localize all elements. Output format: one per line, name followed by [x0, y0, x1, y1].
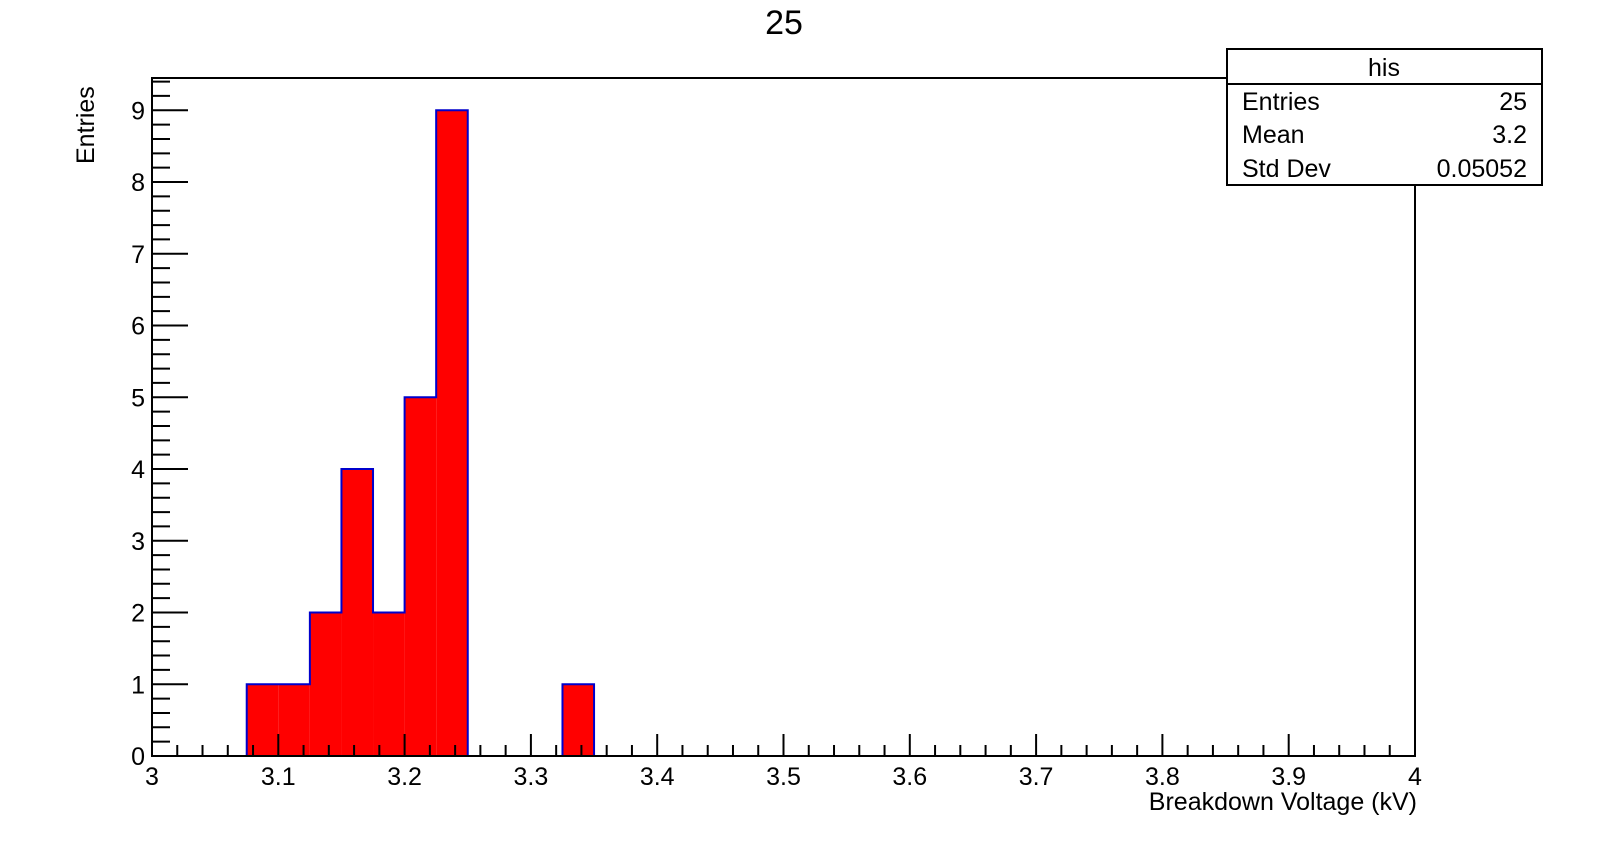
- y-tick-label: 5: [131, 384, 145, 412]
- y-tick-label: 6: [131, 313, 145, 341]
- y-tick-label: 7: [131, 241, 145, 269]
- stats-box-title: his: [1368, 54, 1400, 82]
- histogram-bar-3: [341, 469, 374, 756]
- stats-entries-label: Entries: [1242, 88, 1320, 116]
- x-tick-label: 3.5: [766, 763, 801, 791]
- x-tick-label: 4: [1408, 763, 1422, 791]
- y-tick-label: 9: [131, 97, 145, 125]
- x-tick-label: 3.7: [1019, 763, 1054, 791]
- histogram-bar-6: [436, 110, 468, 757]
- x-tick-label: 3.3: [514, 763, 549, 791]
- y-tick-label: 0: [131, 743, 145, 771]
- stats-stddev-label: Std Dev: [1242, 155, 1331, 183]
- y-tick-label: 8: [131, 169, 145, 197]
- x-axis: 3 3.1 3.2 3.3 3.4 3.5 3.6 3.7 3.8 3.9 4: [145, 734, 1422, 791]
- x-tick-label: 3.6: [892, 763, 927, 791]
- y-tick-label: 4: [131, 456, 145, 484]
- y-axis-label: Entries: [72, 86, 100, 164]
- y-axis: 0 1 2 3 4 5 6 7 8 9: [131, 80, 188, 771]
- stats-mean-value: 3.2: [1492, 121, 1527, 149]
- x-tick-label: 3.1: [261, 763, 296, 791]
- x-tick-label: 3.8: [1145, 763, 1180, 791]
- chart-title: 25: [765, 4, 803, 42]
- y-tick-label: 3: [131, 528, 145, 556]
- histogram-bar-4: [373, 612, 405, 756]
- stats-stddev-value: 0.05052: [1437, 155, 1527, 183]
- histogram-bar-5: [404, 397, 437, 756]
- histogram-bar-1: [278, 684, 310, 756]
- histogram-bar-7: [562, 684, 595, 756]
- histogram-bar-2: [309, 612, 342, 756]
- stats-box-frame: [1226, 48, 1543, 186]
- stats-box: his Entries 25 Mean 3.2 Std Dev 0.05052: [1226, 48, 1543, 186]
- histogram-bar-0: [246, 684, 279, 756]
- y-tick-label: 1: [131, 671, 145, 699]
- bars-layer: [245, 109, 596, 757]
- x-axis-label: Breakdown Voltage (kV): [1149, 788, 1417, 816]
- stats-entries-value: 25: [1499, 88, 1527, 116]
- x-tick-label: 3.4: [640, 763, 675, 791]
- stats-mean-label: Mean: [1242, 121, 1305, 149]
- histogram-outline: [245, 109, 596, 756]
- x-tick-label: 3.2: [387, 763, 422, 791]
- x-tick-label: 3: [145, 763, 159, 791]
- x-tick-label: 3.9: [1271, 763, 1306, 791]
- y-tick-label: 2: [131, 600, 145, 628]
